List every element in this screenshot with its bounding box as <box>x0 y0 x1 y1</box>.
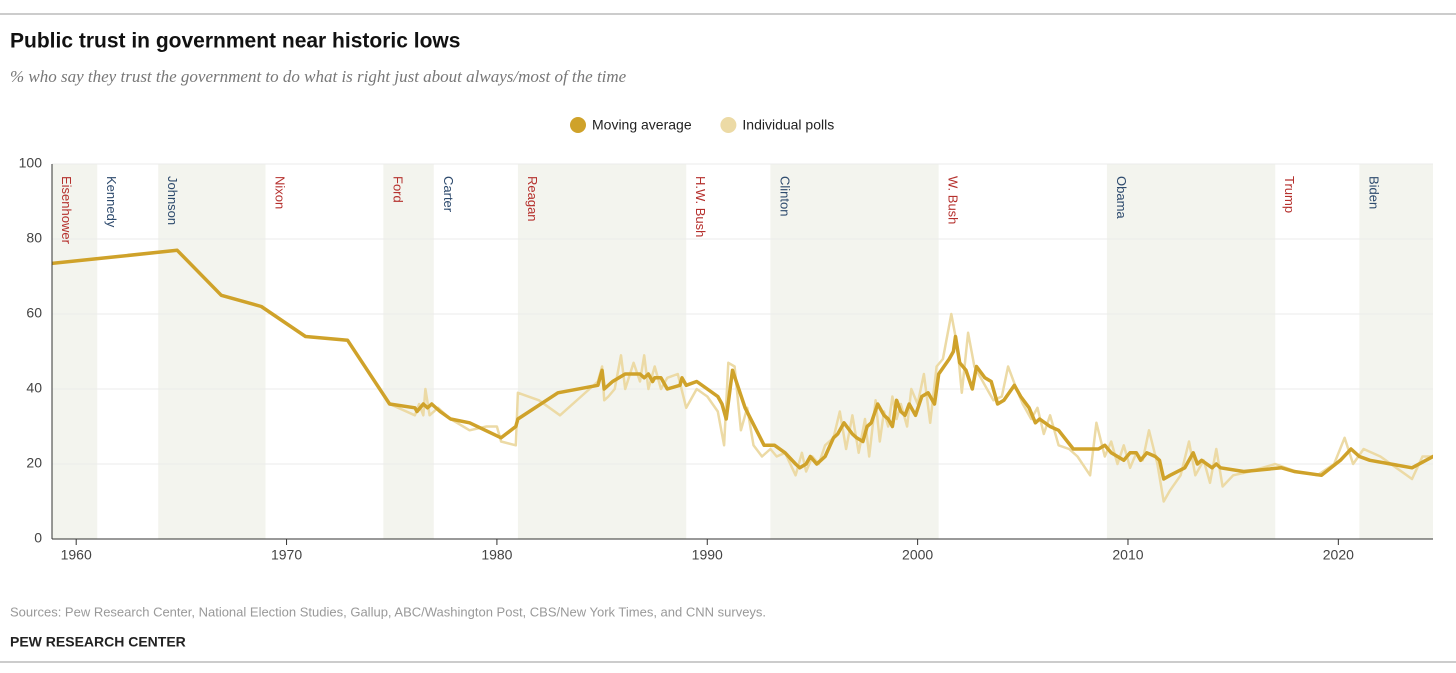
y-tick-label: 0 <box>34 530 42 546</box>
president-label: Ford <box>390 176 405 203</box>
president-label: Johnson <box>165 176 180 225</box>
president-label: Carter <box>441 176 456 213</box>
term-band <box>517 164 687 539</box>
legend: Moving average Individual polls <box>570 117 834 133</box>
legend-swatch <box>570 117 586 133</box>
term-band <box>383 164 434 539</box>
x-tick-label: 2000 <box>902 547 933 563</box>
president-label: Nixon <box>273 176 288 209</box>
x-tick-label: 2020 <box>1323 547 1354 563</box>
x-tick-label: 2010 <box>1112 547 1143 563</box>
credit: PEW RESEARCH CENTER <box>10 634 186 650</box>
chart-title: Public trust in government near historic… <box>10 30 460 53</box>
x-tick-label: 1960 <box>61 547 92 563</box>
term-band <box>770 164 939 539</box>
y-tick-label: 60 <box>26 305 42 321</box>
y-tick-label: 40 <box>26 380 42 396</box>
x-tick-label: 1980 <box>481 547 512 563</box>
x-tick-label: 1970 <box>271 547 302 563</box>
y-tick-label: 80 <box>26 230 42 246</box>
x-tick-label: 1990 <box>692 547 723 563</box>
president-labels: Eisenhower Kennedy Johnson Nixon Ford Carter R… <box>59 176 1381 245</box>
axes: 0 20 40 60 80 100 1960 1970 1980 1990 2000 2010 2020 <box>19 155 1354 563</box>
president-label: Biden <box>1366 176 1381 209</box>
grid <box>52 163 1433 540</box>
legend-label: Moving average <box>592 117 692 133</box>
legend-label: Individual polls <box>742 117 834 133</box>
president-label: W. Bush <box>946 176 961 224</box>
source-note: Sources: Pew Research Center, National E… <box>10 604 766 619</box>
term-band <box>158 164 266 539</box>
president-label: Obama <box>1114 176 1129 219</box>
term-bands <box>52 164 1433 539</box>
series-line <box>52 248 1433 481</box>
legend-swatch <box>720 117 737 133</box>
term-band <box>1106 164 1276 539</box>
president-label: Reagan <box>525 176 540 222</box>
president-label: Clinton <box>777 176 792 216</box>
lines <box>52 248 1433 503</box>
term-band <box>52 164 98 539</box>
term-band <box>1359 164 1433 539</box>
president-label: H.W. Bush <box>693 176 708 237</box>
president-label: Eisenhower <box>59 176 74 245</box>
president-label: Kennedy <box>104 176 119 228</box>
series-line <box>52 249 1433 503</box>
chart-subtitle: % who say they trust the government to d… <box>10 67 627 86</box>
president-label: Trump <box>1282 176 1297 213</box>
y-tick-label: 20 <box>26 455 42 471</box>
y-tick-label: 100 <box>19 155 43 171</box>
